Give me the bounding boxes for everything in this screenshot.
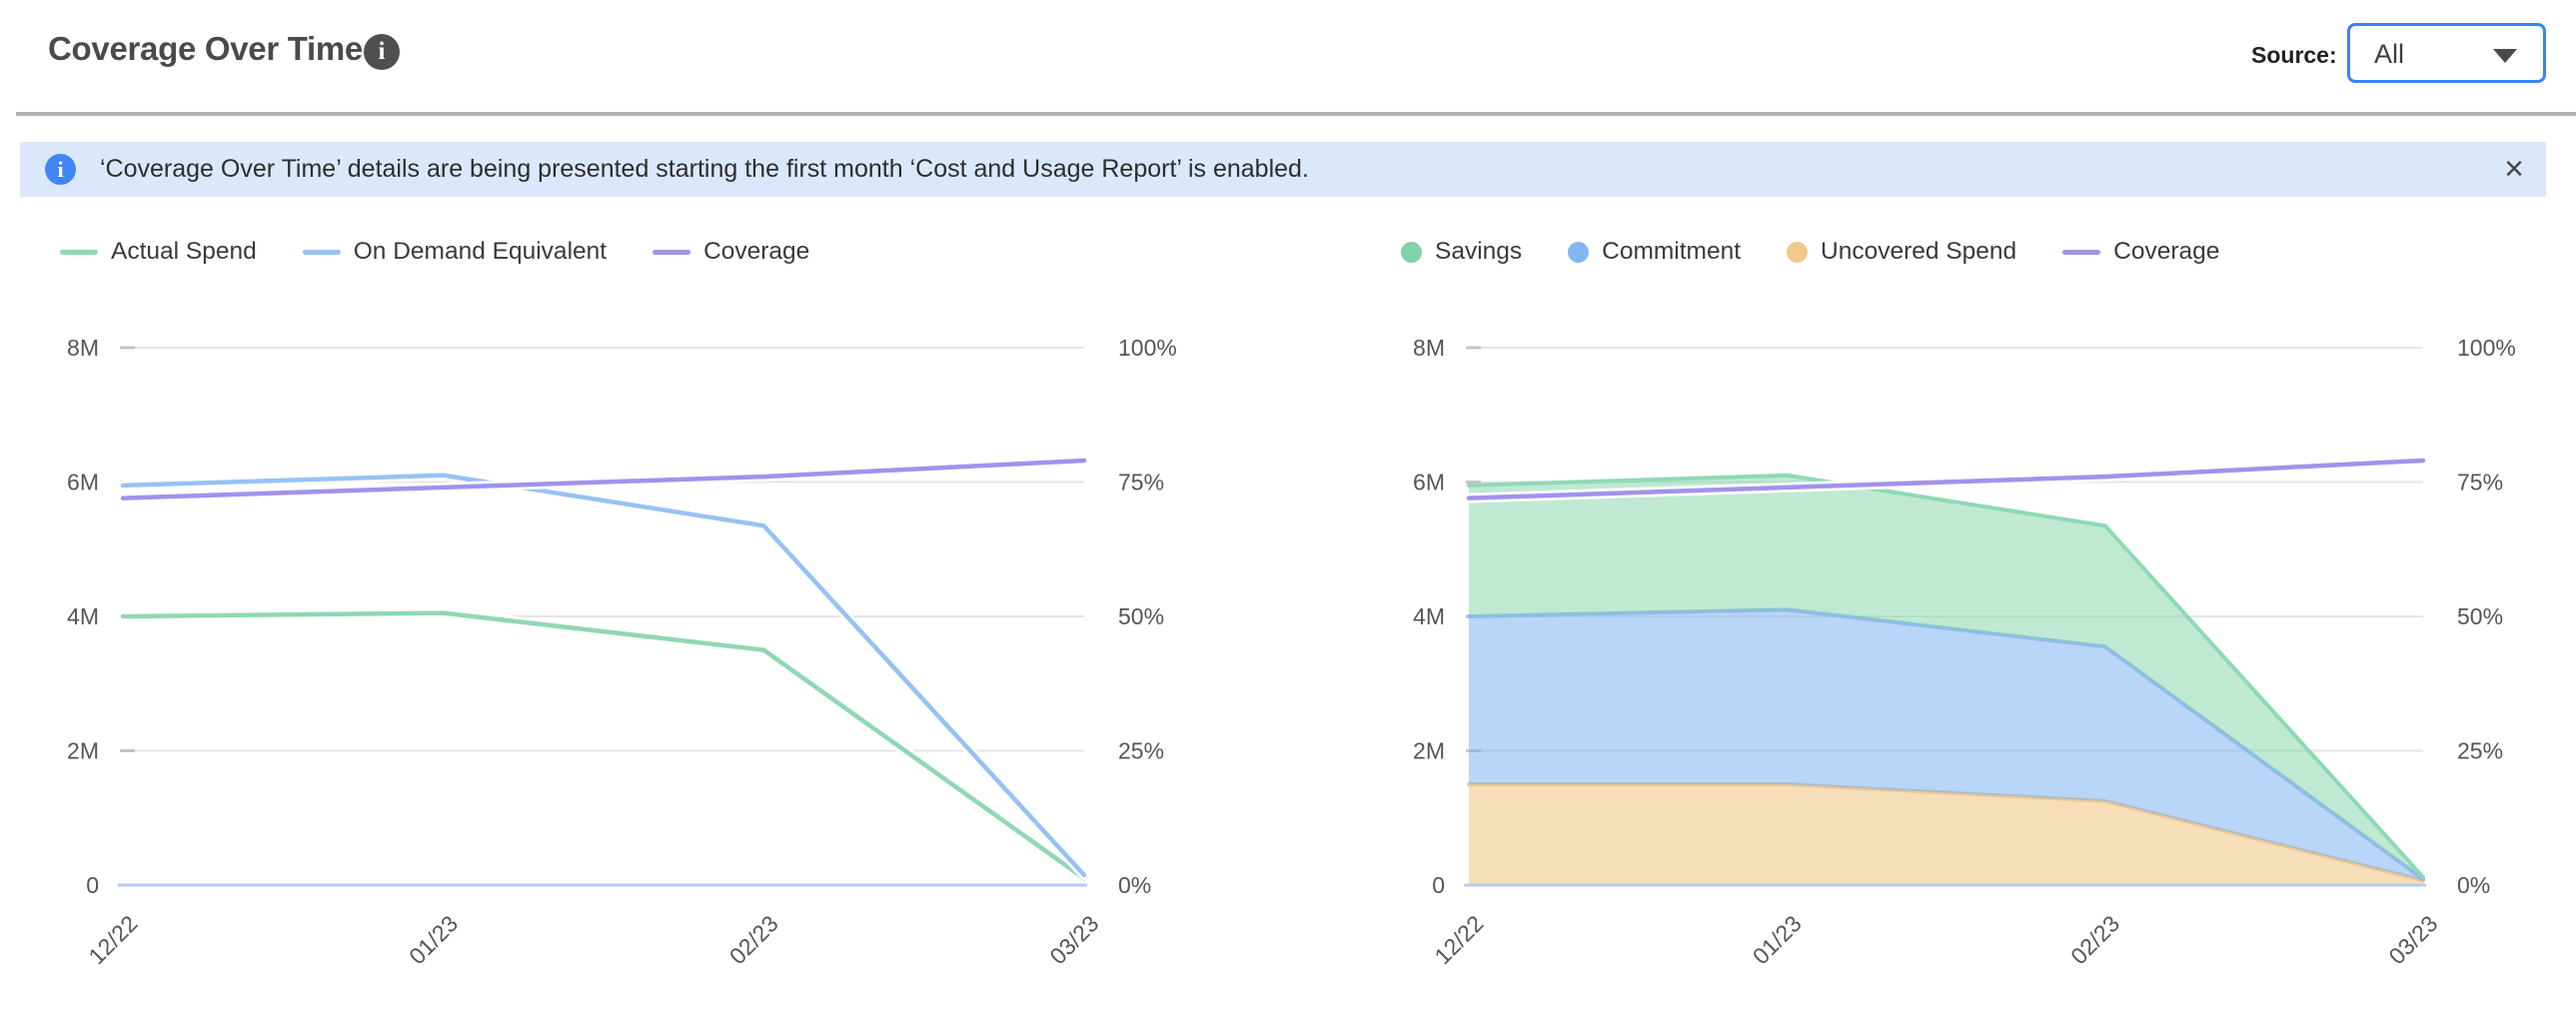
dash-swatch-icon	[60, 249, 98, 255]
y-axis-label-left: 2M	[67, 738, 99, 764]
charts-canvas: 8M 100% 6M 75% 4M 50% 2M 25% 0 0% 12/22 01/23 02/23 0…	[67, 335, 2516, 969]
y-axis-label-right: 25%	[2457, 738, 2503, 764]
source-dropdown[interactable]: All	[2347, 23, 2546, 83]
dash-swatch-icon	[2062, 249, 2101, 255]
legend-item-coverage[interactable]: Coverage	[652, 238, 809, 266]
legend-label: On Demand Equivalent	[353, 238, 608, 265]
page-title: Coverage Over Time	[48, 30, 363, 67]
y-axis-label-left: 8M	[1413, 335, 1445, 361]
y-axis-label-left: 4M	[67, 603, 99, 629]
legend-label: Uncovered Spend	[1821, 238, 2017, 265]
line-on-demand-equivalent	[120, 473, 1087, 878]
y-axis-label-left: 8M	[67, 335, 99, 361]
chevron-down-icon	[2493, 49, 2517, 63]
x-axis-label: 03/23	[2383, 910, 2442, 969]
legend-item-savings[interactable]: Savings	[1401, 238, 1522, 266]
legend-item-commitment[interactable]: Commitment	[1568, 238, 1741, 266]
y-axis-label-right: 0%	[2457, 872, 2490, 898]
area-savings	[1469, 475, 2423, 879]
line-halo	[118, 607, 1089, 884]
coverage-area-chart: 8M 100% 6M 75% 4M 50% 2M 25% 0 0% 12/22 01/23 02/23 0…	[1413, 335, 2516, 969]
x-axis-label: 02/23	[724, 910, 783, 969]
area-chart-legend: Savings Commitment Uncovered Spend Coverage	[1401, 238, 2219, 266]
x-axis-label: 03/23	[1044, 910, 1103, 969]
source-label: Source:	[2251, 42, 2337, 68]
y-axis-label-left: 0	[1432, 872, 1445, 898]
y-axis-label-right: 50%	[1118, 603, 1164, 629]
y-axis-label-left: 6M	[1413, 470, 1445, 496]
legend-label: Commitment	[1602, 238, 1742, 265]
title-info-icon[interactable]: i	[364, 34, 400, 70]
legend-item-on-demand-equivalent[interactable]: On Demand Equivalent	[302, 238, 608, 266]
legend-label: Coverage	[2113, 238, 2220, 265]
area-edge	[1467, 473, 2425, 879]
legend-item-coverage[interactable]: Coverage	[2062, 238, 2219, 266]
legend-item-actual-spend[interactable]: Actual Spend	[60, 238, 257, 266]
y-axis-label-right: 25%	[1118, 738, 1164, 764]
y-axis-label-left: 6M	[67, 470, 99, 496]
y-axis-label-left: 4M	[1413, 603, 1445, 629]
circle-swatch-icon	[1401, 241, 1422, 263]
line-chart-legend: Actual Spend On Demand Equivalent Coverage	[60, 238, 809, 266]
dash-swatch-icon	[652, 249, 691, 255]
legend-label: Savings	[1435, 238, 1523, 265]
info-banner-text: ‘Coverage Over Time’ details are being p…	[100, 155, 1309, 183]
info-icon: i	[45, 154, 76, 185]
line-coverage	[120, 458, 1087, 501]
line-actual-spend	[120, 610, 1087, 881]
x-axis-label: 02/23	[2065, 910, 2124, 969]
y-axis-label-left: 0	[86, 872, 99, 898]
dash-swatch-icon	[302, 249, 341, 255]
x-axis-label: 12/22	[1429, 910, 1488, 969]
y-axis-label-left: 2M	[1413, 738, 1445, 764]
banner-close-button[interactable]: ×	[2504, 150, 2524, 188]
line-coverage	[1466, 458, 2426, 501]
area-commitment	[1469, 609, 2423, 881]
coverage-line-chart: 8M 100% 6M 75% 4M 50% 2M 25% 0 0% 12/22 01/23 02/23 0…	[67, 335, 1177, 969]
y-axis-label-right: 75%	[1118, 470, 1164, 496]
x-axis-label: 01/23	[404, 910, 463, 969]
info-banner: i ‘Coverage Over Time’ details are being…	[20, 142, 2546, 197]
x-axis-label: 12/22	[83, 910, 142, 969]
legend-item-uncovered-spend[interactable]: Uncovered Spend	[1787, 238, 2016, 266]
x-axis-label: 01/23	[1748, 910, 1807, 969]
y-axis-label-right: 100%	[1118, 335, 1177, 361]
circle-swatch-icon	[1787, 241, 1809, 263]
header-divider	[16, 112, 2576, 116]
legend-label: Actual Spend	[111, 238, 257, 265]
y-axis-label-right: 75%	[2457, 470, 2503, 496]
line-halo	[118, 470, 1089, 880]
y-axis-label-right: 50%	[2457, 603, 2503, 629]
source-dropdown-value: All	[2374, 39, 2405, 69]
y-axis-label-right: 100%	[2457, 335, 2516, 361]
area-uncovered-spend	[1469, 784, 2423, 885]
y-axis-label-right: 0%	[1118, 872, 1151, 898]
circle-swatch-icon	[1568, 241, 1590, 263]
legend-label: Coverage	[703, 238, 810, 265]
